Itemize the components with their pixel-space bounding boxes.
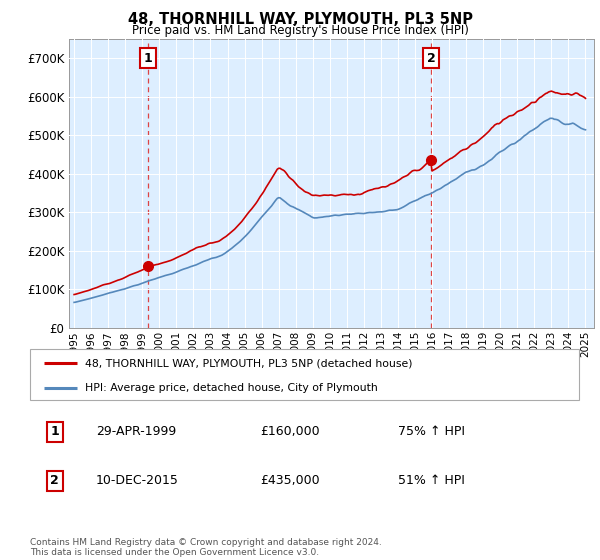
- Text: 51% ↑ HPI: 51% ↑ HPI: [398, 474, 465, 487]
- Text: £435,000: £435,000: [260, 474, 320, 487]
- Text: Contains HM Land Registry data © Crown copyright and database right 2024.
This d: Contains HM Land Registry data © Crown c…: [30, 538, 382, 557]
- Text: 1: 1: [50, 426, 59, 438]
- Text: 29-APR-1999: 29-APR-1999: [96, 426, 176, 438]
- Text: 75% ↑ HPI: 75% ↑ HPI: [398, 426, 465, 438]
- Text: HPI: Average price, detached house, City of Plymouth: HPI: Average price, detached house, City…: [85, 382, 377, 393]
- Text: Price paid vs. HM Land Registry's House Price Index (HPI): Price paid vs. HM Land Registry's House …: [131, 24, 469, 36]
- Text: 48, THORNHILL WAY, PLYMOUTH, PL3 5NP (detached house): 48, THORNHILL WAY, PLYMOUTH, PL3 5NP (de…: [85, 358, 412, 368]
- Text: 10-DEC-2015: 10-DEC-2015: [96, 474, 179, 487]
- Text: £160,000: £160,000: [260, 426, 320, 438]
- Text: 1: 1: [143, 52, 152, 65]
- Text: 2: 2: [50, 474, 59, 487]
- Text: 2: 2: [427, 52, 436, 65]
- Text: 48, THORNHILL WAY, PLYMOUTH, PL3 5NP: 48, THORNHILL WAY, PLYMOUTH, PL3 5NP: [128, 12, 473, 27]
